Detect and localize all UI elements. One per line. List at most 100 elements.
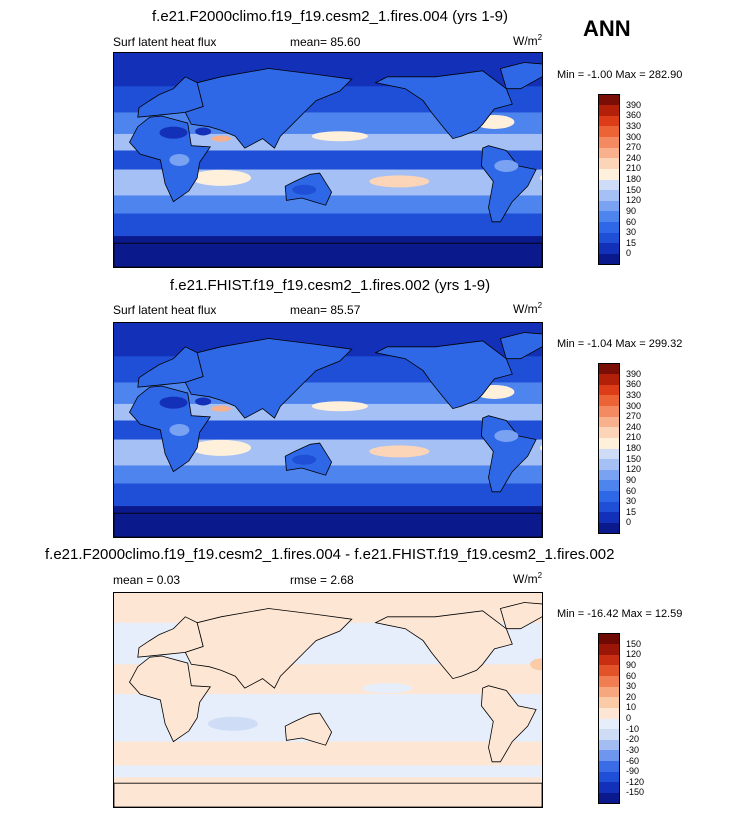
colorbar-swatch: [598, 771, 620, 783]
continent-asia: [184, 608, 353, 689]
colorbar-label: 60: [626, 485, 637, 496]
colorbar-label: 30: [626, 227, 637, 238]
continent-namerica: [374, 340, 513, 410]
panel-3-mean: mean = 0.03: [113, 573, 181, 587]
colorbar-label: 270: [626, 142, 642, 153]
colorbar-label: 210: [626, 432, 642, 443]
indian-ocean-max: [191, 169, 251, 186]
colorbar-swatch: [598, 448, 620, 460]
colorbar-label: 90: [626, 205, 637, 216]
diff-indian: [207, 716, 258, 731]
panel-2-title: f.e21.FHIST.f19_f19.cesm2_1.fires.002 (y…: [169, 277, 491, 294]
colorbar-label: -90: [626, 766, 640, 777]
colorbar-swatch: [598, 675, 620, 687]
north-pacific-max: [311, 131, 368, 142]
southern-ocean-band: [114, 221, 542, 237]
colorbar-label: -20: [626, 734, 640, 745]
colorbar-label: 300: [626, 131, 642, 142]
continent-antarctica: [114, 782, 542, 807]
arabian-sea-max: [211, 405, 231, 412]
colorbar-swatch: [598, 210, 620, 222]
colorbar-swatch: [598, 384, 620, 396]
continent-asia: [184, 68, 353, 149]
colorbar-swatch: [598, 157, 620, 169]
colorbar-label: 90: [626, 659, 637, 670]
congo-moist: [169, 424, 190, 436]
diff-pacific: [362, 683, 413, 694]
colorbar-swatch: [598, 242, 620, 254]
colorbar-label: 180: [626, 174, 642, 184]
colorbar-label: 150: [626, 453, 642, 464]
panel-3-colorbar: -150 -120 -90 -60 -30 -20 -10 0 10 20 30 60 90 120 150: [598, 633, 668, 804]
panel-3-map: [113, 592, 543, 808]
panel-1-colorbar: 0 15 30 60 90 120 150 180 210 240 270 300 330 360 390: [598, 94, 668, 265]
amazon-moist: [494, 159, 519, 172]
colorbar-swatch: [598, 522, 620, 534]
colorbar-swatch: [598, 469, 620, 481]
sahara-dry: [159, 396, 188, 409]
continent-asia: [184, 338, 353, 419]
panel-1-units: W/m2: [513, 33, 543, 48]
continent-europe: [137, 346, 204, 388]
panel-2-mean: mean= 85.57: [290, 303, 361, 317]
colorbar-swatch: [598, 147, 620, 159]
north-pacific-max: [311, 401, 368, 412]
congo-moist: [169, 154, 190, 166]
colorbar-swatch: [598, 232, 620, 244]
colorbar-label: 360: [626, 110, 642, 121]
colorbar-label: 270: [626, 411, 642, 422]
south-pacific-max: [369, 445, 430, 458]
colorbar-label: 0: [626, 248, 632, 259]
colorbar-label: 240: [626, 152, 642, 163]
colorbar-swatch: [598, 479, 620, 491]
colorbar-label: 10: [626, 702, 637, 713]
colorbar-swatch: [598, 125, 620, 137]
colorbar-swatch: [598, 490, 620, 502]
colorbar-label: 30: [626, 681, 637, 692]
colorbar-label: 300: [626, 400, 642, 411]
continent-antarctica: [114, 242, 542, 267]
colorbar-swatch: [598, 728, 620, 740]
colorbar-label: 240: [626, 421, 642, 432]
colorbar-label: 15: [626, 506, 637, 517]
panel-2-units: W/m2: [513, 301, 543, 316]
colorbar-label: 150: [626, 184, 642, 195]
colorbar-swatch: [598, 200, 620, 212]
colorbar-swatch: [598, 718, 620, 730]
colorbar-swatch: [598, 511, 620, 523]
continent-greenland: [499, 602, 542, 630]
colorbar-swatch: [598, 792, 620, 804]
colorbar-swatch: [598, 749, 620, 761]
colorbar-label: 60: [626, 216, 637, 227]
continent-africa: [129, 655, 212, 743]
colorbar-label: 60: [626, 670, 637, 681]
colorbar-swatch: [598, 168, 620, 180]
colorbar-label: 390: [626, 99, 642, 110]
colorbar-swatch: [598, 104, 620, 116]
panel-3-minmax: Min = -16.42 Max = 12.59: [557, 608, 683, 620]
colorbar-swatch: [598, 394, 620, 406]
panel-3-title: f.e21.F2000climo.f19_f19.cesm2_1.fires.0…: [45, 546, 615, 563]
panel-3-rmse: rmse = 2.68: [290, 573, 354, 587]
colorbar-label: -60: [626, 755, 640, 766]
subtropical-band-south: [114, 195, 542, 214]
arabia-dry: [195, 397, 212, 406]
colorbar-label: -150: [626, 787, 645, 798]
colorbar-swatch: [598, 416, 620, 428]
colorbar-label: 120: [626, 464, 642, 475]
colorbar-label: -120: [626, 776, 645, 787]
panel-1-map: [113, 52, 543, 268]
arabian-sea-max: [211, 135, 231, 142]
continent-greenland: [499, 62, 542, 90]
panel-2-field: [114, 323, 542, 537]
colorbar-swatch: [598, 253, 620, 265]
diff-band-south: [114, 741, 542, 766]
diff-atlantic: [530, 658, 542, 671]
panel-1-variable: Surf latent heat flux: [113, 35, 217, 49]
colorbar-label: -30: [626, 744, 640, 755]
colorbar-label: 150: [626, 638, 642, 649]
panel-1-title: f.e21.F2000climo.f19_f19.cesm2_1.fires.0…: [151, 8, 508, 25]
colorbar-swatch: [598, 136, 620, 148]
colorbar-label: 330: [626, 120, 642, 131]
continent-namerica: [374, 610, 513, 680]
